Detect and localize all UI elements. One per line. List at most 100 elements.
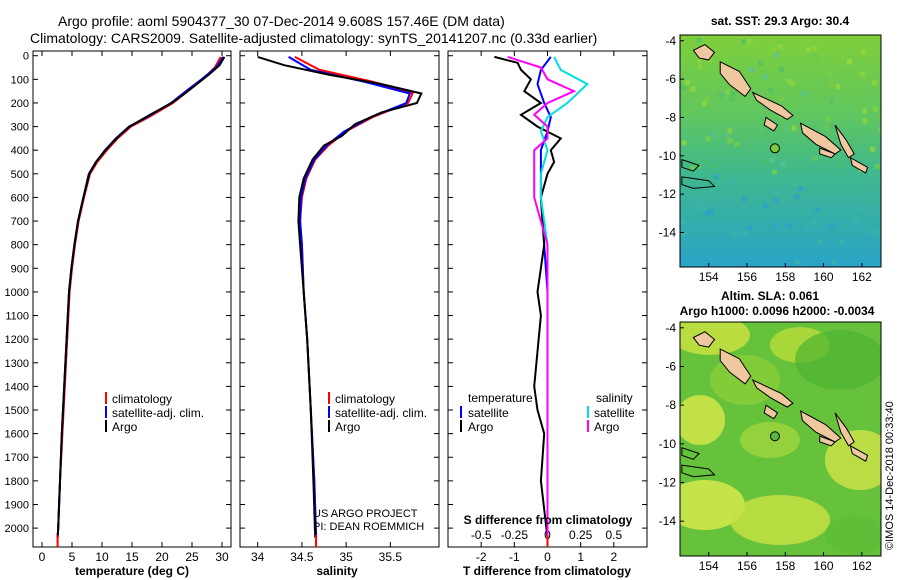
series-line-satellite-adj-clim- [56, 56, 225, 538]
sst-cell [695, 157, 701, 163]
sst-cell [762, 74, 768, 80]
sst-cell [828, 72, 834, 78]
legend-label-climatology: climatology [335, 392, 395, 406]
salinity-x-label: salinity [316, 564, 358, 578]
series-line-climatology [56, 56, 222, 538]
difference-panel: -2 -1 0 1 2 -0.5 -0.25 0 0.25 0.5 S difference f… [447, 50, 648, 578]
sst-cell [830, 124, 836, 130]
lat-tick-label: -14 [659, 514, 677, 528]
sst-cell [792, 102, 798, 108]
sst-cell [729, 96, 734, 102]
island [819, 435, 837, 447]
pi-credit: PI: DEAN ROEMMICH [313, 521, 424, 533]
sst-cell [812, 45, 818, 51]
sst-cell [778, 43, 784, 49]
sst-cell [824, 124, 830, 129]
sst-cell [769, 157, 775, 163]
legend-swatch-temp-satellite [460, 406, 462, 418]
legend-label-satellite: satellite-adj. clim. [335, 406, 427, 420]
legend-label-climatology: climatology [112, 392, 172, 406]
sst-cell [814, 263, 820, 267]
series-line-argo [56, 56, 226, 538]
x-tick-label: 0 [39, 550, 46, 564]
sst-cell [858, 206, 864, 212]
depth-tick-label: 500 [11, 169, 29, 181]
sst-cell [801, 90, 807, 96]
x-tick-label: 2 [610, 550, 617, 564]
project-credit: US ARGO PROJECT [313, 508, 418, 520]
sst-cell [704, 210, 710, 216]
argo-float-marker [769, 143, 780, 154]
sst-cell [794, 194, 800, 200]
sst-cell [773, 197, 779, 203]
sst-cell [729, 185, 735, 191]
sst-cell [772, 169, 778, 175]
depth-tick-label: 1300 [5, 358, 29, 370]
lon-tick-label: 156 [737, 559, 757, 573]
sst-cell [853, 215, 859, 221]
sst-cell [774, 52, 780, 58]
sst-cell [791, 125, 797, 131]
sst-cell [787, 223, 792, 229]
temperature-panel: 0100200300400500600700800900100011001200… [5, 50, 232, 578]
s-difference-label: S difference from climatology [464, 513, 633, 527]
island [834, 124, 855, 159]
sst-cell [874, 164, 880, 169]
sst-cell [731, 231, 737, 237]
sst-cell [872, 80, 877, 86]
sla-blobs [680, 322, 881, 555]
depth-tick-label: 100 [11, 74, 29, 86]
sst-cell [860, 49, 866, 55]
sst-cell [835, 84, 841, 89]
legend-swatch-sal-satellite [587, 406, 589, 418]
sst-cell [872, 106, 878, 112]
sst-cell [794, 259, 800, 264]
sst-cell [773, 188, 778, 194]
sst-cell [802, 209, 808, 215]
island [849, 444, 869, 462]
lon-tick-label: 162 [852, 270, 872, 284]
island [719, 60, 752, 98]
depth-tick-label: 600 [11, 192, 29, 204]
legend-swatch-sal-argo [587, 420, 589, 432]
lat-tick-label: -6 [665, 72, 676, 86]
sst-cell [697, 57, 703, 63]
depth-tick-label: 1000 [5, 287, 29, 299]
depth-tick-label: 400 [11, 145, 29, 157]
depth-tick-label: 300 [11, 122, 29, 134]
t-difference-label: T difference from climatology [463, 564, 631, 578]
sst-cell [704, 96, 710, 102]
x-tick-label: 1 [577, 550, 584, 564]
island [692, 44, 716, 61]
sst-cell [680, 231, 686, 237]
lat-tick-label: -8 [665, 110, 676, 124]
sst-cell [726, 138, 732, 143]
sst-cell [803, 224, 809, 230]
sst-cell [816, 58, 822, 64]
sst-cell [727, 128, 733, 134]
sst-cell [879, 123, 881, 129]
island [751, 91, 794, 120]
depth-tick-label: 1200 [5, 334, 29, 346]
x-tick-label: -2 [476, 550, 487, 564]
sst-cell [690, 86, 696, 92]
legend-swatch-climatology [328, 392, 330, 404]
sst-cell [742, 231, 748, 237]
sst-cell [878, 97, 881, 102]
island [763, 404, 779, 420]
legend-swatch-argo [105, 420, 107, 432]
sst-cell [862, 118, 868, 124]
sla-map-title: Altim. SLA: 0.061 [721, 289, 819, 303]
sst-cell [811, 53, 817, 59]
lon-tick-label: 156 [737, 270, 757, 284]
sst-cell [712, 163, 717, 169]
sla-map-frame [679, 321, 882, 557]
sst-cell [797, 186, 803, 192]
sst-cell [749, 264, 755, 267]
reef-outline [681, 464, 716, 478]
island [751, 378, 794, 408]
depth-tick-label: 1800 [5, 476, 29, 488]
sst-cell [812, 156, 818, 161]
series-line-temperature-argo [494, 55, 563, 538]
sst-cell [870, 229, 876, 235]
